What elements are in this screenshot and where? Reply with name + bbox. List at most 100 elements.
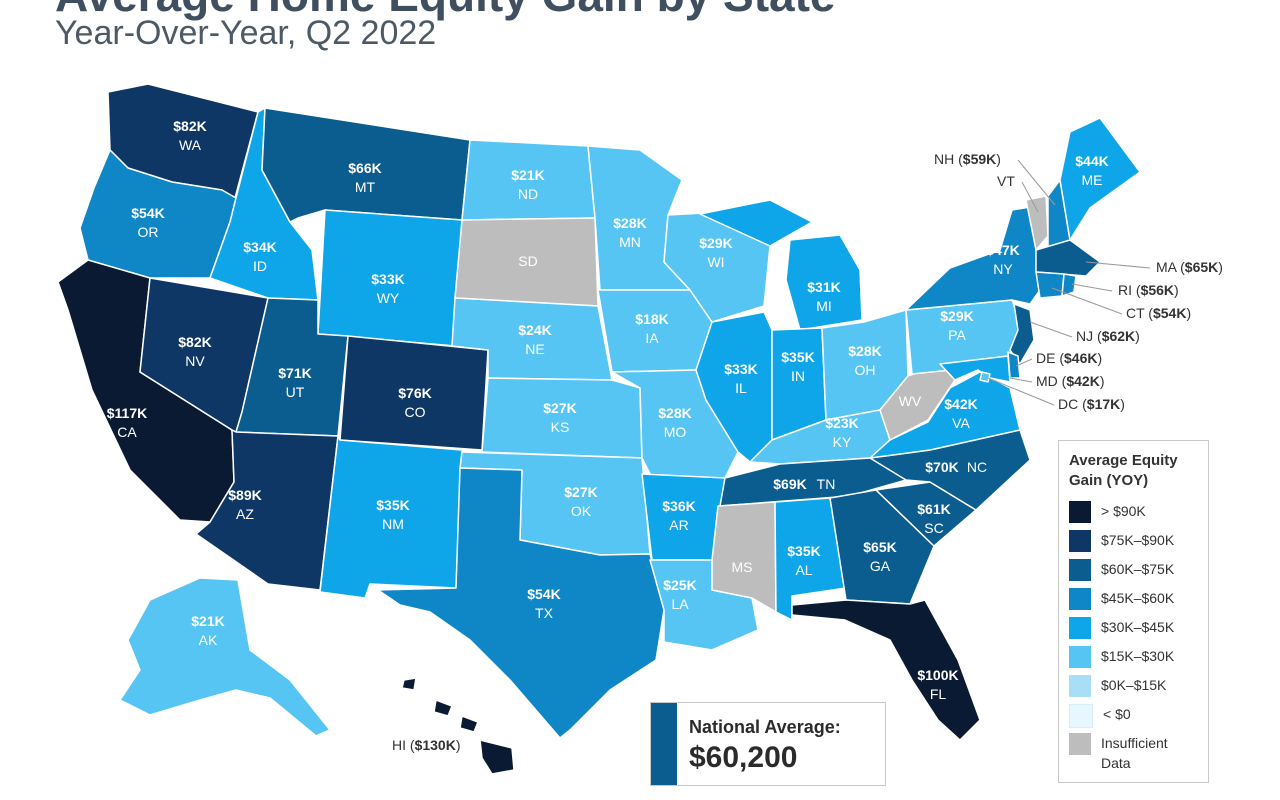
callout-value-HI: $130K <box>415 737 456 753</box>
state-code-CA: CA <box>117 424 137 440</box>
state-code-OK: OK <box>571 503 592 519</box>
state-code-MT: MT <box>355 179 376 195</box>
state-code-IN: IN <box>791 368 805 384</box>
state-callouts: NH ($59K) VT MA ($65K) RI ($56K) CT ($54… <box>392 151 1223 753</box>
callout-value-MA: $65K <box>1185 259 1218 275</box>
national-average-accent-bar <box>651 703 677 785</box>
callout-code-MA: MA <box>1156 259 1178 275</box>
callout-DE: DE ($46K) <box>1036 350 1102 366</box>
legend-items: > $90K $75K–$90K $60K–$75K $45K–$60K $30… <box>1069 501 1198 771</box>
state-value-LA: $25K <box>663 577 696 593</box>
callout-code-CT: CT <box>1126 305 1145 321</box>
state-code-TN: TN <box>817 476 836 492</box>
callout-NH: NH ($59K) <box>934 151 1001 167</box>
legend-label: $0K–$15K <box>1101 677 1167 693</box>
state-value-MN: $28K <box>613 215 646 231</box>
state-value-KY: $23K <box>825 415 858 431</box>
state-code-AR: AR <box>669 517 688 533</box>
state-DC <box>979 371 991 383</box>
state-code-SD: SD <box>518 253 537 269</box>
callout-value-NJ: $62K <box>1102 328 1135 344</box>
legend-swatch <box>1069 704 1093 728</box>
map-legend: Average Equity Gain (YOY) > $90K $75K–$9… <box>1058 440 1209 783</box>
callout-HI: HI ($130K) <box>392 737 461 753</box>
state-value-CA: $117K <box>107 405 147 421</box>
state-value-ME: $44K <box>1075 153 1108 169</box>
page-subtitle: Year-Over-Year, Q2 2022 <box>55 14 437 52</box>
state-value-IA: $18K <box>635 311 668 327</box>
callout-RI: RI ($56K) <box>1118 282 1179 298</box>
state-value-MI: $31K <box>807 279 840 295</box>
legend-label: $75K–$90K <box>1101 532 1175 548</box>
callout-MD: MD ($42K) <box>1036 373 1104 389</box>
state-code-AL: AL <box>795 562 812 578</box>
callout-code-NJ: NJ <box>1076 328 1093 344</box>
state-MA <box>1035 239 1101 277</box>
legend-label: $60K–$75K <box>1101 561 1175 577</box>
legend-item: $45K–$60K <box>1069 588 1198 617</box>
state-CT <box>1035 271 1065 299</box>
legend-item: Insufficient Data <box>1069 733 1198 771</box>
state-code-UT: UT <box>286 384 305 400</box>
state-code-OH: OH <box>855 362 876 378</box>
state-code-WY: WY <box>377 290 400 306</box>
legend-item: $15K–$30K <box>1069 646 1198 675</box>
state-value-FL: $100K <box>917 667 958 683</box>
state-code-MS: MS <box>732 559 753 575</box>
callout-NJ: NJ ($62K) <box>1076 328 1140 344</box>
state-FL <box>791 599 981 741</box>
state-value-ND: $21K <box>511 167 544 183</box>
state-code-MI: MI <box>816 298 832 314</box>
callout-value-NH: $59K <box>963 151 996 167</box>
state-code-KS: KS <box>551 419 570 435</box>
state-value-NM: $35K <box>376 497 409 513</box>
callout-value-CT: $54K <box>1153 305 1186 321</box>
state-code-KY: KY <box>833 434 852 450</box>
national-average-label: National Average: <box>689 717 841 737</box>
state-code-FL: FL <box>930 686 947 702</box>
state-code-IL: IL <box>735 380 747 396</box>
legend-swatch <box>1069 588 1091 610</box>
legend-item: > $90K <box>1069 501 1198 530</box>
legend-item: $75K–$90K <box>1069 530 1198 559</box>
state-value-MO: $28K <box>658 405 691 421</box>
state-code-IA: IA <box>645 330 659 346</box>
callout-value-DC: $17K <box>1087 396 1120 412</box>
state-value-OH: $28K <box>848 343 881 359</box>
state-value-SC: $61K <box>917 501 950 517</box>
state-code-AK: AK <box>199 632 218 648</box>
state-code-NM: NM <box>382 516 404 532</box>
state-code-VA: VA <box>952 415 970 431</box>
state-code-NE: NE <box>525 341 544 357</box>
state-AK <box>119 577 331 737</box>
state-code-ME: ME <box>1082 172 1103 188</box>
legend-label: Insufficient Data <box>1101 735 1168 771</box>
state-code-GA: GA <box>870 558 891 574</box>
page-title: Average Home Equity Gain by State <box>55 0 836 22</box>
state-value-IL: $33K <box>724 361 757 377</box>
state-UT <box>235 297 349 437</box>
state-code-CO: CO <box>405 404 426 420</box>
state-value-CO: $76K <box>398 385 431 401</box>
legend-swatch <box>1069 646 1091 668</box>
state-value-UT: $71K <box>278 365 311 381</box>
callout-value-MD: $42K <box>1066 373 1099 389</box>
callout-DC: DC ($17K) <box>1058 396 1125 412</box>
legend-swatch <box>1069 617 1091 639</box>
legend-label: > $90K <box>1101 503 1146 519</box>
state-code-ID: ID <box>253 258 267 274</box>
state-NY <box>905 205 1041 311</box>
callout-leaders <box>987 159 1151 406</box>
state-value-OK: $27K <box>564 484 597 500</box>
legend-swatch <box>1069 559 1091 581</box>
state-labels: $82K WA $54K OR $117K CA $82K NV $34K ID… <box>107 118 1109 702</box>
state-GA <box>829 489 935 605</box>
state-code-LA: LA <box>671 596 689 612</box>
state-code-ND: ND <box>518 186 538 202</box>
national-average-value: $60,200 <box>689 741 798 774</box>
state-value-TX: $54K <box>527 586 560 602</box>
state-MI <box>699 199 863 331</box>
state-value-TN: $69K <box>773 476 806 492</box>
